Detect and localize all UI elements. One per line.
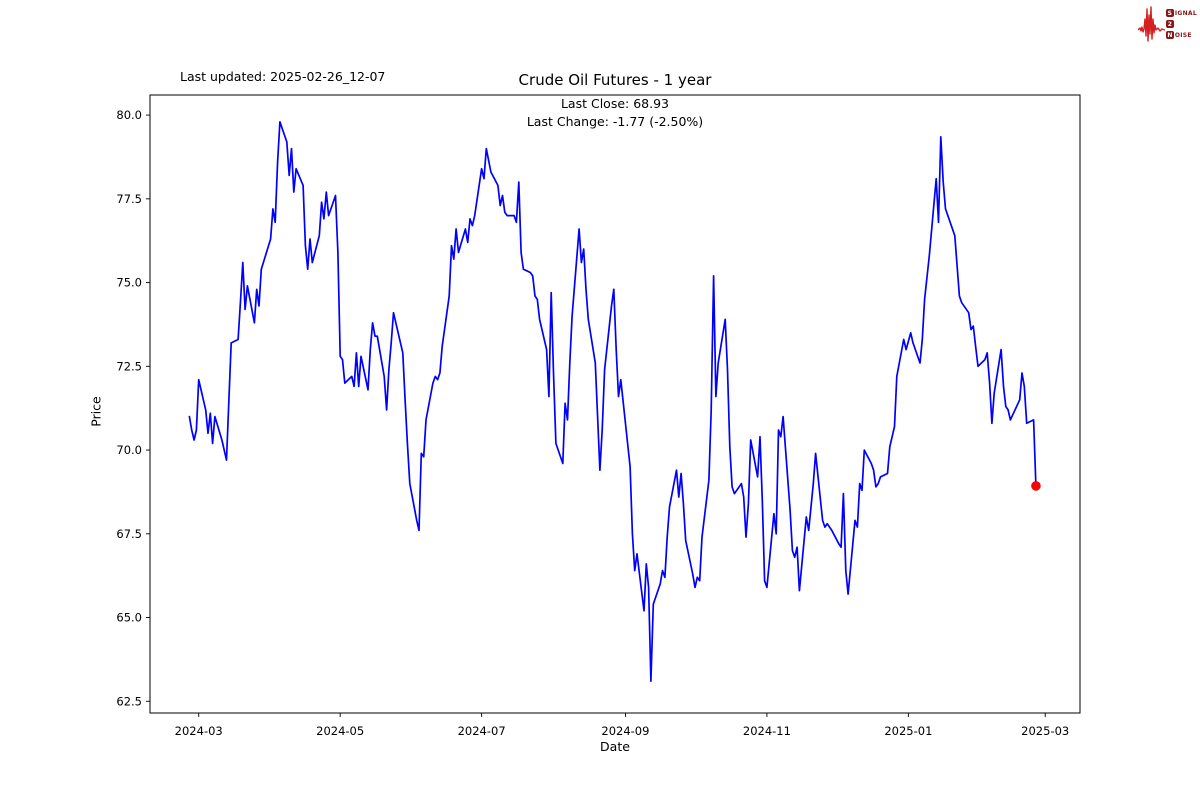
plot-border xyxy=(149,94,1081,714)
waveform-icon xyxy=(1137,6,1166,42)
last-close-text: Last Close: 68.93 xyxy=(560,96,670,111)
x-tick-label: 2024-11 xyxy=(743,724,791,738)
y-tick-label: 70.0 xyxy=(116,443,142,457)
y-tick-label: 62.5 xyxy=(116,694,142,708)
logo-badge-s: S xyxy=(1165,9,1174,17)
x-tick-label: 2025-01 xyxy=(884,724,932,738)
x-axis-label: Date xyxy=(600,739,630,754)
x-tick-label: 2024-09 xyxy=(601,724,649,738)
last-updated-text: Last updated: 2025-02-26_12-07 xyxy=(180,69,386,84)
signal2noise-logo: S IGNAL 2 N OISE xyxy=(1137,3,1197,45)
y-tick-label: 80.0 xyxy=(116,108,142,122)
y-tick-label: 75.0 xyxy=(116,276,142,290)
x-tick-label: 2024-07 xyxy=(458,724,506,738)
y-tick-label: 65.0 xyxy=(116,611,142,625)
price-line xyxy=(188,120,1037,683)
y-tick-label: 77.5 xyxy=(116,192,142,206)
last-price-marker xyxy=(1031,481,1041,491)
x-tick-label: 2024-05 xyxy=(316,724,364,738)
last-change-text: Last Change: -1.77 (-2.50%) xyxy=(526,114,704,129)
chart-title: Crude Oil Futures - 1 year xyxy=(518,71,712,89)
logo-badge-n: N xyxy=(1165,31,1174,39)
logo-badge-2: 2 xyxy=(1165,20,1174,28)
y-tick-label: 67.5 xyxy=(116,527,142,541)
logo-text-oise: OISE xyxy=(1174,31,1192,39)
x-tick-label: 2024-03 xyxy=(175,724,223,738)
logo-text-ignal: IGNAL xyxy=(1174,9,1197,17)
logo-text: S IGNAL 2 N OISE xyxy=(1165,9,1197,40)
y-tick-label: 72.5 xyxy=(116,359,142,373)
x-tick-label: 2025-03 xyxy=(1021,724,1069,738)
